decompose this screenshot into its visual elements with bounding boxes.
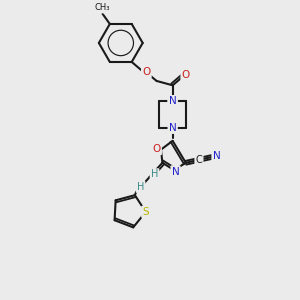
Text: N: N [213,151,220,161]
Text: H: H [151,169,158,179]
Text: CH₃: CH₃ [95,3,110,12]
Text: N: N [169,123,176,133]
Text: H: H [137,182,144,192]
Text: N: N [169,96,176,106]
Text: S: S [142,207,149,217]
Text: O: O [182,70,190,80]
Text: N: N [169,96,176,106]
Text: O: O [142,67,151,77]
Text: O: O [152,144,161,154]
Text: C: C [196,155,202,165]
Text: N: N [172,167,179,176]
